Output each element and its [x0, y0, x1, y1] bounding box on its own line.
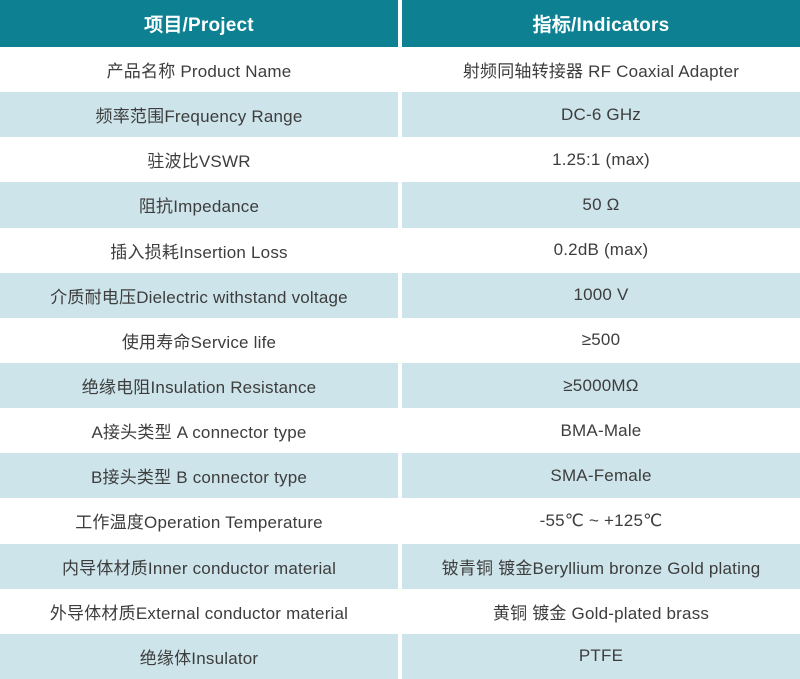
column-divider: [398, 272, 402, 318]
table-row: 绝缘电阻Insulation Resistance ≥5000MΩ: [0, 362, 800, 409]
row-value: 50 Ω: [402, 182, 800, 228]
column-divider: [398, 92, 402, 138]
row-label: 频率范围Frequency Range: [0, 92, 398, 138]
row-value: -55℃ ~ +125℃: [402, 498, 800, 544]
row-label: 绝缘电阻Insulation Resistance: [0, 362, 398, 409]
table-header-row: 项目/Project 指标/Indicators: [0, 0, 800, 47]
row-value: 铍青铜 镀金Beryllium bronze Gold plating: [402, 543, 800, 589]
column-divider: [398, 137, 402, 183]
table-row: 内导体材质Inner conductor material 铍青铜 镀金Bery…: [0, 543, 800, 589]
row-label: 驻波比VSWR: [0, 137, 398, 183]
row-label: 工作温度Operation Temperature: [0, 498, 398, 544]
row-value: ≥500: [402, 317, 800, 363]
row-label: 介质耐电压Dielectric withstand voltage: [0, 272, 398, 318]
row-value: 1.25:1 (max): [402, 137, 800, 183]
header-project: 项目/Project: [0, 0, 398, 47]
table-row: 驻波比VSWR 1.25:1 (max): [0, 137, 800, 183]
row-value: PTFE: [402, 633, 800, 679]
table-row: 频率范围Frequency Range DC-6 GHz: [0, 92, 800, 138]
row-value: SMA-Female: [402, 453, 800, 499]
table-row: 外导体材质External conductor material 黄铜 镀金 G…: [0, 588, 800, 634]
row-value: BMA-Male: [402, 408, 800, 454]
table-row: 产品名称 Product Name 射频同轴转接器 RF Coaxial Ada…: [0, 47, 800, 93]
column-divider: [398, 362, 402, 409]
row-label: 外导体材质External conductor material: [0, 588, 398, 634]
table-row: 阻抗Impedance 50 Ω: [0, 182, 800, 228]
column-divider: [398, 317, 402, 363]
row-label: 绝缘体Insulator: [0, 633, 398, 679]
row-label: 插入损耗Insertion Loss: [0, 227, 398, 273]
table-row: 使用寿命Service life ≥500: [0, 317, 800, 363]
row-value: 1000 V: [402, 272, 800, 318]
table-row: B接头类型 B connector type SMA-Female: [0, 453, 800, 499]
column-divider: [398, 47, 402, 93]
row-label: 内导体材质Inner conductor material: [0, 543, 398, 589]
row-value: 0.2dB (max): [402, 227, 800, 273]
row-label: A接头类型 A connector type: [0, 408, 398, 454]
column-divider: [398, 182, 402, 228]
column-divider: [398, 0, 402, 47]
row-value: DC-6 GHz: [402, 92, 800, 138]
table-row: 介质耐电压Dielectric withstand voltage 1000 V: [0, 272, 800, 318]
row-value: 射频同轴转接器 RF Coaxial Adapter: [402, 47, 800, 93]
table-row: 绝缘体Insulator PTFE: [0, 633, 800, 679]
header-indicators: 指标/Indicators: [402, 0, 800, 47]
column-divider: [398, 543, 402, 589]
row-label: 使用寿命Service life: [0, 317, 398, 363]
row-value: 黄铜 镀金 Gold-plated brass: [402, 588, 800, 634]
column-divider: [398, 453, 402, 499]
row-label: 产品名称 Product Name: [0, 47, 398, 93]
column-divider: [398, 498, 402, 544]
table-row: 插入损耗Insertion Loss 0.2dB (max): [0, 227, 800, 273]
column-divider: [398, 588, 402, 634]
row-value: ≥5000MΩ: [402, 362, 800, 409]
column-divider: [398, 227, 402, 273]
table-row: 工作温度Operation Temperature -55℃ ~ +125℃: [0, 498, 800, 544]
table-row: A接头类型 A connector type BMA-Male: [0, 408, 800, 454]
row-label: B接头类型 B connector type: [0, 453, 398, 499]
column-divider: [398, 633, 402, 679]
column-divider: [398, 408, 402, 454]
row-label: 阻抗Impedance: [0, 182, 398, 228]
